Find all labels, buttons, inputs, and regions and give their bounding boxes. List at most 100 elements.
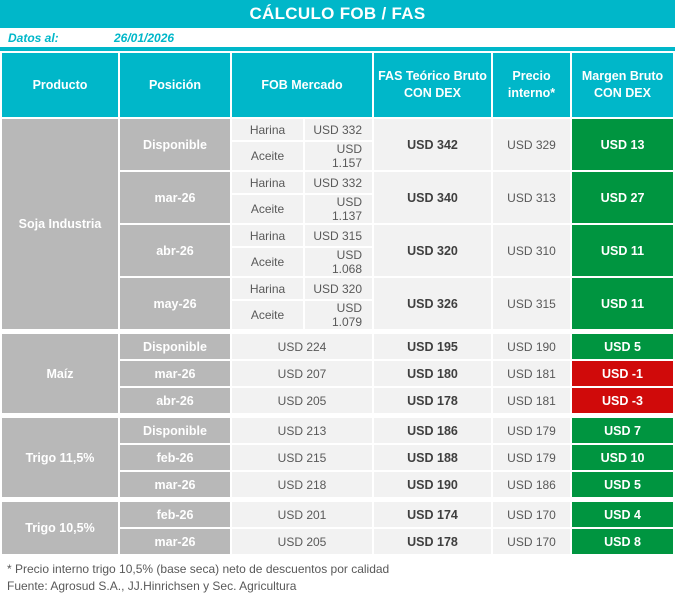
table-row: Trigo 10,5% feb-26 USD 201 USD 174 USD 170 US… [2,502,674,554]
footnote: * Precio interno trigo 10,5% (base seca)… [7,562,390,576]
position-cell: may-26 [120,278,230,329]
fob-value-cell: USD 1.079 [305,301,373,329]
precio-cell: USD 329 [493,119,571,170]
header-rule [0,47,675,51]
margen-cell: USD 5 [572,334,674,359]
col-header-fob-mercado: FOB Mercado [232,53,373,117]
position-cell: mar-26 [120,529,230,554]
table-row: may-26 Harina USD 320 USD 326 USD 315 USD 11 [2,278,674,329]
fob-value-cell: USD 1.157 [305,142,373,170]
margen-cell: USD -1 [572,361,674,386]
margen-cell: USD 5 [572,472,674,497]
group-divider [2,331,673,332]
fas-cell: USD 178 [374,388,492,413]
footer: * Precio interno trigo 10,5% (base seca)… [0,556,675,596]
table-row: mar-26 USD 205 USD 178 USD 170 USD 8 [2,529,674,554]
precio-cell: USD 179 [493,418,571,443]
fas-cell: USD 186 [374,418,492,443]
precio-cell: USD 181 [493,388,571,413]
fob-label-cell: Aceite [232,301,303,329]
position-cell: Disponible [120,418,230,443]
fas-cell: USD 340 [374,172,492,223]
precio-cell: USD 190 [493,334,571,359]
position-cell: abr-26 [120,225,230,276]
table-row: Soja Industria Disponible Harina USD 332 USD… [2,119,674,329]
table-row: Aceite USD 1.137 [2,195,673,223]
fas-cell: USD 326 [374,278,492,329]
fob-label-cell: Aceite [232,248,303,276]
fob-value-cell: USD 213 [232,418,373,443]
precio-cell: USD 179 [493,445,571,470]
fob-value-cell: USD 224 [232,334,373,359]
col-header-posicion: Posición [120,53,230,117]
group-divider [2,499,673,500]
precio-cell: USD 186 [493,472,571,497]
col-header-precio-interno: Precio interno* [493,53,571,117]
fob-value-cell: USD 1.137 [305,195,373,223]
precio-cell: USD 313 [493,172,571,223]
precio-cell: USD 315 [493,278,571,329]
fob-value-cell: USD 215 [232,445,373,470]
header-row: Producto Posición FOB Mercado FAS Teóric… [2,53,674,117]
table-row: abr-26 Harina USD 315 USD 320 USD 310 USD 11 [2,225,674,276]
col-header-margen-bruto: Margen Bruto CON DEX [572,53,674,117]
fas-cell: USD 188 [374,445,492,470]
precio-cell: USD 170 [493,529,571,554]
product-cell: Maíz [2,334,118,413]
fob-value-cell: USD 201 [232,502,373,527]
margen-cell: USD 7 [572,418,674,443]
position-cell: feb-26 [120,502,230,527]
table-row: Aceite USD 1.157 [2,142,673,170]
position-cell: Disponible [120,119,230,170]
margen-cell: USD -3 [572,388,674,413]
fob-value-cell: USD 320 [305,278,373,299]
position-cell: mar-26 [120,361,230,386]
fob-value-cell: USD 332 [305,119,373,140]
position-cell: feb-26 [120,445,230,470]
table-row: abr-26 USD 205 USD 178 USD 181 USD -3 [2,388,674,413]
fas-cell: USD 342 [374,119,492,170]
table-row: Trigo 11,5% Disponible USD 213 USD 186 USD 1… [2,418,674,497]
fob-label-cell: Aceite [232,195,303,223]
fob-value-cell: USD 332 [305,172,373,193]
margen-cell: USD 10 [572,445,674,470]
margen-cell: USD 11 [572,278,674,329]
product-cell: Soja Industria [2,119,118,329]
fas-cell: USD 178 [374,529,492,554]
precio-cell: USD 181 [493,361,571,386]
margen-cell: USD 13 [572,119,674,170]
fob-value-cell: USD 205 [232,529,373,554]
margen-cell: USD 4 [572,502,674,527]
position-cell: mar-26 [120,472,230,497]
fob-value-cell: USD 315 [305,225,373,246]
fob-value-cell: USD 218 [232,472,373,497]
table-row: mar-26 USD 218 USD 190 USD 186 USD 5 [2,472,674,497]
table-row: Maíz Disponible USD 224 USD 195 USD 190 USD 5 [2,334,674,413]
fas-cell: USD 180 [374,361,492,386]
fas-cell: USD 174 [374,502,492,527]
fas-cell: USD 195 [374,334,492,359]
fas-cell: USD 190 [374,472,492,497]
table-row: Aceite USD 1.079 [2,301,673,329]
group-divider [2,415,673,416]
source-line: Fuente: Agrosud S.A., JJ.Hinrichsen y Se… [7,579,297,594]
fob-fas-table: Producto Posición FOB Mercado FAS Teóric… [0,51,675,556]
product-cell: Trigo 11,5% [2,418,118,497]
table-row: mar-26 Harina USD 332 USD 340 USD 313 USD 27 [2,172,674,223]
fob-label-cell: Harina [232,172,303,193]
margen-cell: USD 11 [572,225,674,276]
position-cell: abr-26 [120,388,230,413]
date-row: Datos al: 26/01/2026 [0,28,675,47]
fob-label-cell: Harina [232,278,303,299]
fob-value-cell: USD 205 [232,388,373,413]
precio-cell: USD 310 [493,225,571,276]
fob-label-cell: Harina [232,225,303,246]
position-cell: mar-26 [120,172,230,223]
product-cell: Trigo 10,5% [2,502,118,554]
table-row: Aceite USD 1.068 [2,248,673,276]
table-row: feb-26 USD 215 USD 188 USD 179 USD 10 [2,445,674,470]
page-title-text: CÁLCULO FOB / FAS [249,4,426,23]
fob-label-cell: Aceite [232,142,303,170]
position-cell: Disponible [120,334,230,359]
